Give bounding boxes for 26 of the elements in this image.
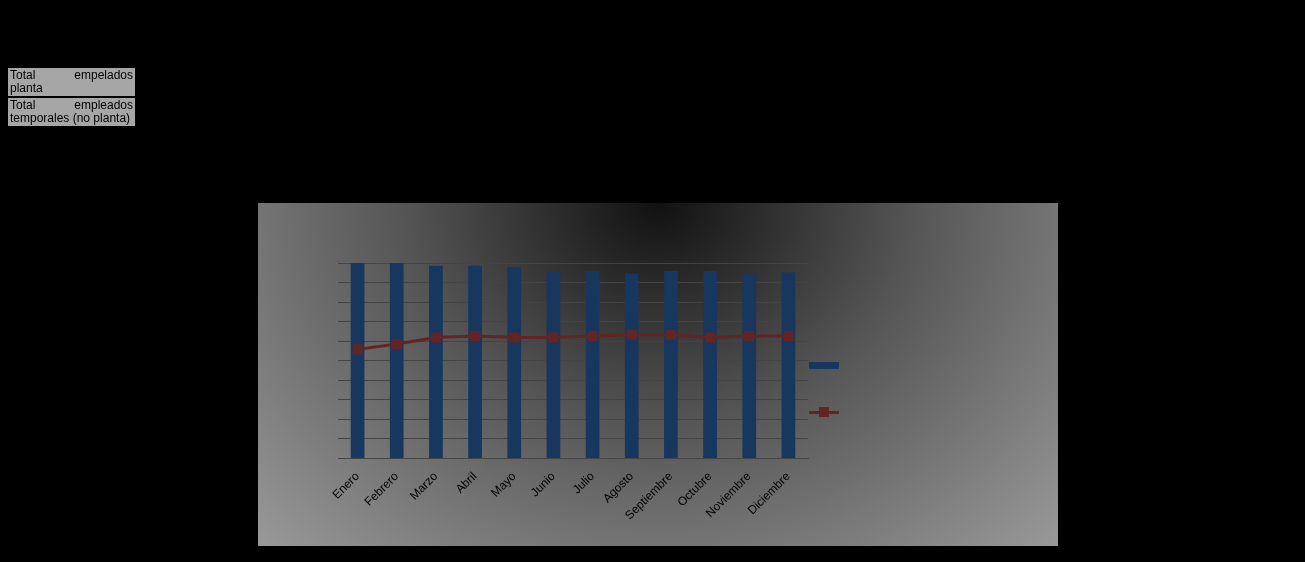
text: Total empelados planta [8, 68, 135, 96]
point [509, 332, 520, 343]
bar [664, 271, 678, 458]
bar [389, 263, 404, 458]
bar [781, 272, 796, 458]
bar [350, 263, 365, 458]
bar [468, 265, 482, 458]
bar [546, 271, 561, 458]
bar [585, 271, 600, 458]
point [470, 331, 481, 342]
bar [429, 265, 443, 458]
point [783, 331, 794, 342]
point [626, 329, 637, 340]
point [548, 332, 559, 343]
bar [624, 273, 639, 458]
point [391, 339, 402, 350]
point [705, 332, 716, 343]
point [744, 331, 755, 342]
point [665, 329, 676, 340]
bar [507, 266, 522, 458]
point [430, 332, 441, 343]
bar [742, 273, 757, 458]
bar [703, 271, 717, 458]
point [352, 344, 363, 355]
point [587, 331, 598, 342]
text: Total empleados temporales (no planta) [8, 98, 135, 126]
